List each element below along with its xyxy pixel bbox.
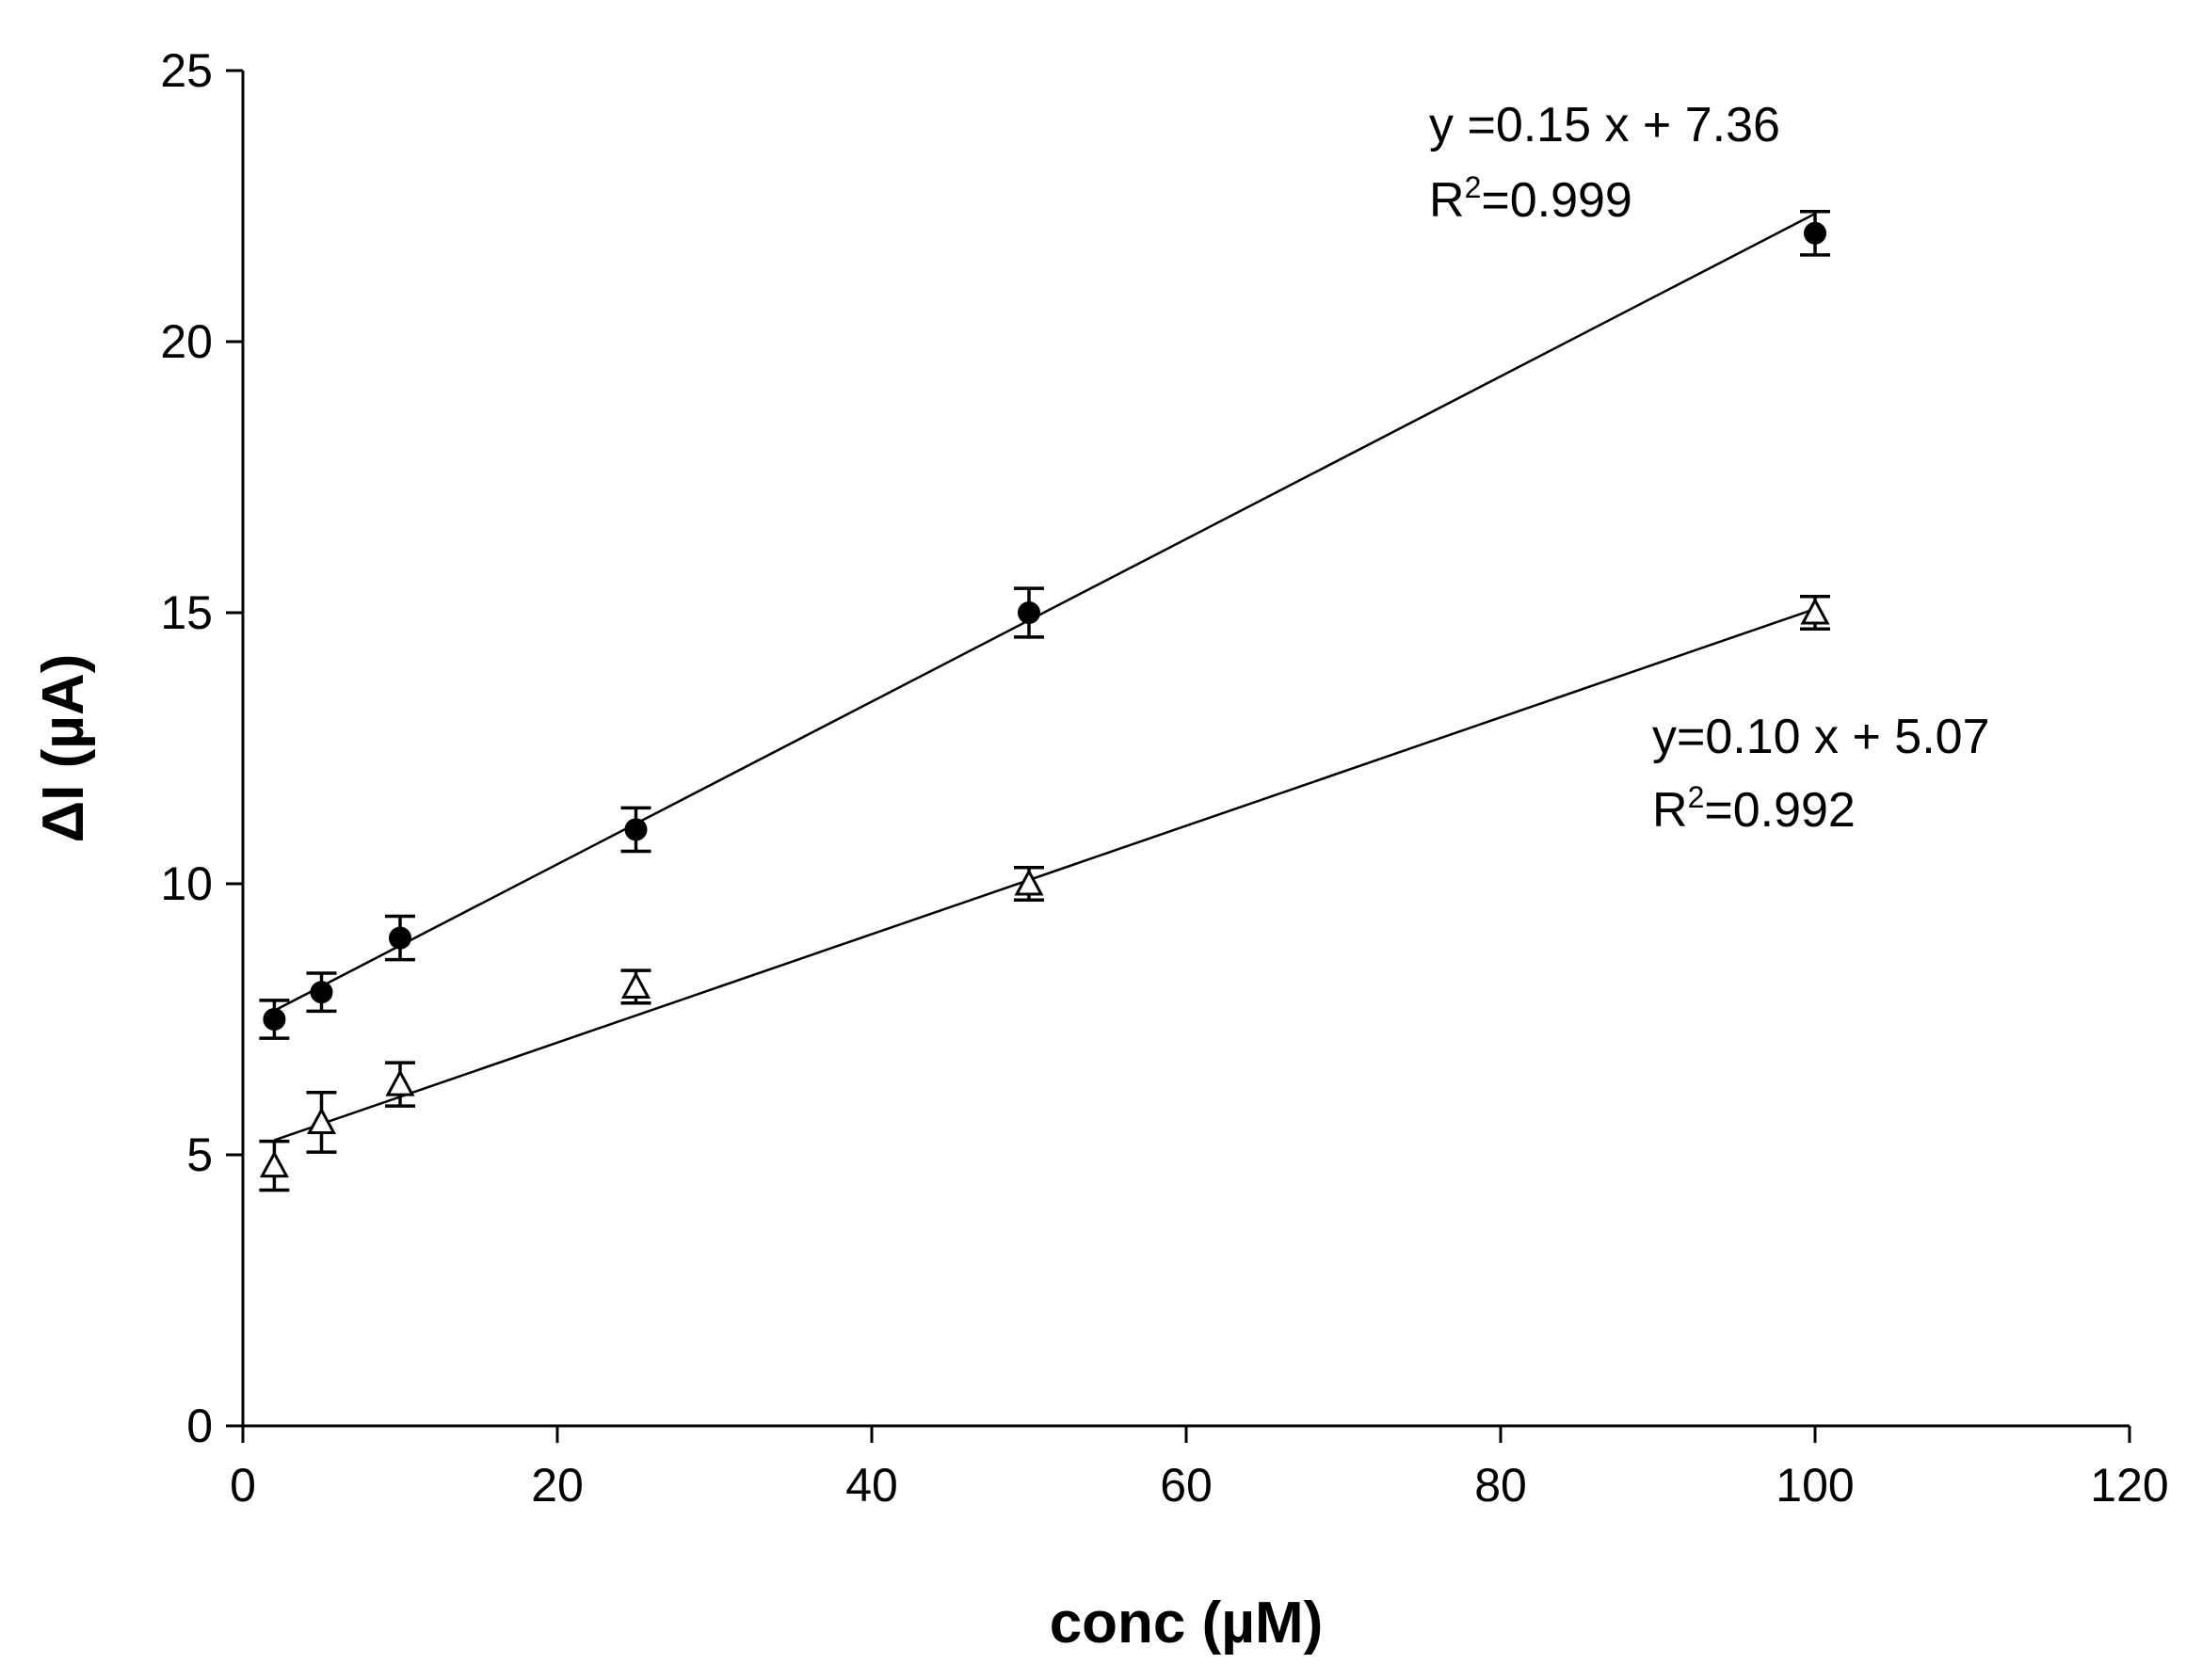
fit-line-series-2 [273,607,1816,1142]
data-point-triangle [306,1107,337,1134]
tick-labels: 0 5 10 15 20 25 0 20 40 60 80 100 120 [160,44,2168,1512]
r-squared-value: =0.999 [1481,173,1632,228]
r-squared-prefix: R [1652,783,1688,838]
y-tick-label: 5 [186,1128,213,1181]
error-bars [259,210,1830,1192]
data-point-circle [1018,601,1040,624]
data-point-circle [263,1008,286,1031]
x-axis-title: conc (µM) [1050,1591,1324,1656]
y-axis-title: ΔI (µA) [31,654,96,843]
r-squared-series-2: R2=0.992 [1652,780,1856,838]
y-tick-label: 10 [160,857,213,910]
x-tick-label: 80 [1474,1459,1527,1512]
tick-marks [226,69,2131,1443]
data-point-triangle [259,1150,289,1178]
data-point-circle [389,926,411,950]
x-tick-label: 100 [1776,1459,1854,1512]
data-point-triangle [1014,868,1044,896]
x-tick-label: 20 [531,1459,584,1512]
r-squared-superscript: 2 [1465,170,1482,204]
x-tick-label: 60 [1160,1459,1213,1512]
y-tick-label: 15 [160,586,213,639]
x-tick-label: 0 [230,1459,256,1512]
equation-series-1: y =0.15 x + 7.36 [1429,98,1780,152]
equation-annotation-series-2: y=0.10 x + 5.07 R2=0.992 [1652,710,1990,838]
r-squared-value: =0.992 [1704,783,1856,838]
y-tick-label: 20 [160,315,213,368]
data-point-triangle [620,971,651,999]
data-point-circle [624,818,648,841]
data-point-triangle [385,1068,415,1096]
fit-lines [273,212,1816,1142]
x-tick-label: 120 [2090,1459,2168,1512]
r-squared-superscript: 2 [1688,780,1705,814]
y-tick-label: 25 [160,44,213,97]
y-tick-label: 0 [186,1400,213,1452]
data-point-triangle [1800,597,1830,625]
fit-line-series-1 [273,212,1816,1012]
r-squared-prefix: R [1429,173,1465,228]
data-point-circle [310,981,333,1004]
data-point-circle [1804,221,1826,245]
equation-annotation-series-1: y =0.15 x + 7.36 R2=0.999 [1429,98,1780,228]
data-points [259,221,1830,1178]
equation-series-2: y=0.10 x + 5.07 [1652,710,1990,764]
x-tick-label: 40 [845,1459,898,1512]
r-squared-series-1: R2=0.999 [1429,170,1632,228]
